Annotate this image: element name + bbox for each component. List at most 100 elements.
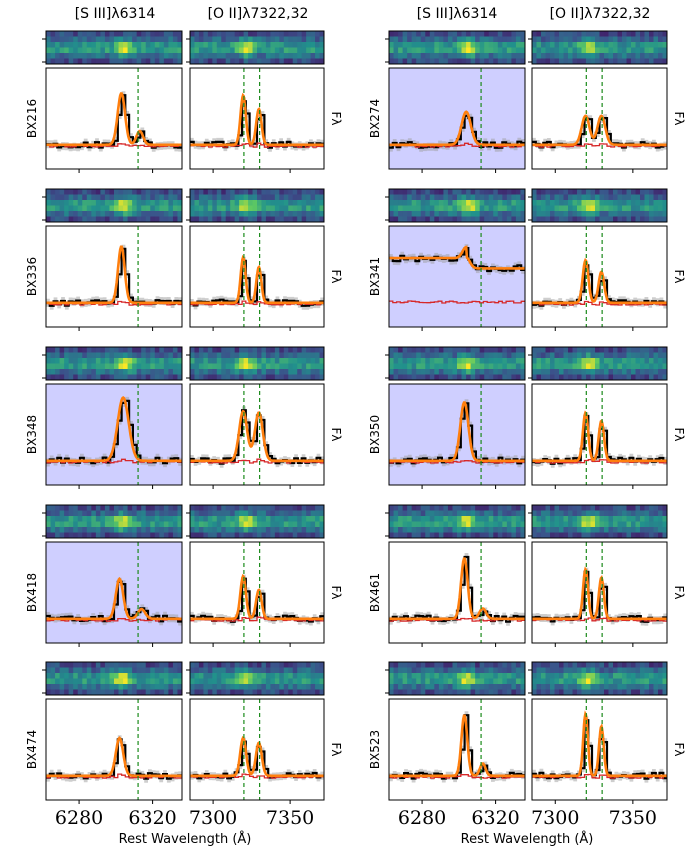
- oii-2d-image-BX348-pixel: [292, 374, 298, 381]
- oii-2d-image-BX336-pixel: [297, 205, 303, 212]
- siii-2d-image-BX418-pixel: [136, 527, 142, 533]
- oii-2d-image-BX336-pixel: [194, 194, 200, 201]
- oii-2d-image-BX216-pixel: [292, 53, 298, 59]
- oii-2d-image-BX461-pixel: [568, 505, 573, 511]
- siii-2d-image-BX350-pixel: [389, 374, 395, 381]
- siii-2d-image-BX461-pixel: [438, 532, 444, 539]
- oii-2d-image-BX274-pixel: [550, 53, 555, 59]
- oii-2d-image-BX523-pixel: [662, 662, 668, 668]
- siii-2d-image-BX461-pixel: [438, 521, 444, 528]
- siii-2d-image-BX336-pixel: [168, 189, 174, 195]
- oii-2d-image-BX350-pixel: [595, 374, 600, 381]
- oii-2d-image-BX336-pixel: [252, 216, 258, 223]
- siii-2d-image-BX336-pixel: [118, 211, 124, 217]
- oii-2d-image-BX216-pixel: [252, 31, 258, 37]
- oii-2d-image-BX348-pixel: [279, 363, 285, 370]
- siii-2d-image-BX216-pixel: [132, 42, 138, 48]
- siii-2d-image-BX216-pixel: [123, 47, 129, 54]
- siii-2d-image-BX461-pixel: [479, 527, 485, 533]
- siii-2d-image-BX341-pixel: [452, 211, 458, 217]
- siii-2d-image-BX336-pixel: [86, 211, 92, 217]
- siii-2d-image-BX336-pixel: [82, 189, 88, 195]
- oii-2d-image-BX341-pixel: [559, 189, 564, 195]
- siii-2d-image-BX348-pixel: [50, 352, 56, 359]
- siii-2d-image-BX418-pixel: [68, 505, 74, 511]
- siii-2d-image-BX274-pixel: [411, 31, 417, 37]
- siii-2d-image-BX461-pixel: [420, 521, 426, 528]
- siii-2d-image-BX474-pixel: [159, 662, 165, 668]
- siii-2d-image-BX216-pixel: [91, 36, 97, 43]
- siii-2d-image-BX274-pixel: [452, 36, 458, 43]
- oii-2d-image-BX336-pixel: [252, 189, 258, 195]
- siii-2d-image-BX523-pixel: [493, 678, 499, 685]
- siii-2d-image-BX461-pixel: [416, 532, 422, 539]
- oii-2d-image-BX418-pixel: [306, 510, 312, 517]
- oii-2d-image-BX474-pixel: [257, 684, 262, 690]
- oii-2d-image-BX348-pixel: [288, 374, 294, 381]
- siii-2d-image-BX274-pixel: [466, 36, 472, 43]
- siii-2d-image-BX274-pixel: [470, 31, 476, 37]
- siii-2d-image-BX350-pixel: [411, 363, 417, 370]
- siii-2d-image-BX523-pixel: [402, 678, 408, 685]
- siii-2d-image-BX216-pixel: [118, 58, 124, 65]
- siii-2d-image-BX523-pixel: [420, 684, 426, 690]
- oii-2d-image-BX341-pixel: [541, 189, 546, 195]
- oii-2d-image-BX350-pixel: [536, 347, 542, 353]
- siii-2d-image-BX216-pixel: [46, 47, 52, 54]
- siii-2d-image-BX461-pixel: [461, 521, 467, 528]
- oii-2d-image-BX216-pixel: [252, 58, 258, 65]
- oii-2d-image-BX341-pixel: [568, 189, 573, 195]
- oii-2d-image-BX474-pixel: [306, 678, 312, 685]
- siii-2d-image-BX341-pixel: [484, 216, 490, 223]
- oii-2d-image-BX274-pixel: [559, 47, 564, 54]
- oii-2d-image-BX348-pixel: [270, 358, 276, 364]
- siii-2d-image-BX523-pixel: [488, 662, 494, 668]
- oii-2d-image-BX474-pixel: [270, 662, 276, 668]
- oii-2d-image-BX461-pixel: [536, 532, 542, 539]
- oii-2d-image-BX350-pixel: [572, 369, 578, 375]
- oii-2d-image-BX348-pixel: [203, 363, 209, 370]
- siii-2d-image-BX216-pixel: [86, 47, 92, 54]
- oii-2d-image-BX461-pixel: [640, 521, 645, 528]
- siii-2d-image-BX341-pixel: [425, 194, 431, 201]
- siii-2d-image-BX216-pixel: [145, 42, 151, 48]
- oii-2d-image-BX274-pixel: [649, 58, 654, 65]
- siii-2d-image-BX348-pixel: [168, 358, 174, 364]
- siii-2d-image-BX336-pixel: [50, 205, 56, 212]
- oii-2d-image-BX474-pixel: [194, 667, 200, 674]
- siii-2d-image-BX474-pixel: [50, 673, 56, 679]
- oii-2d-image-BX336-pixel: [301, 200, 307, 206]
- oii-2d-image-BX274-pixel: [590, 36, 596, 43]
- siii-2d-image-BX418-pixel: [154, 510, 160, 517]
- oii-2d-image-BX418-pixel: [319, 505, 325, 511]
- column-header-siii-right: [S III]λ6314: [416, 6, 498, 22]
- oii-2d-image-BX461-pixel: [631, 532, 636, 539]
- oii-2d-image-BX348-pixel: [252, 369, 258, 375]
- oii-2d-image-BX523-pixel: [568, 673, 573, 679]
- siii-2d-image-BX461-pixel: [475, 527, 481, 533]
- oii-2d-image-BX418-pixel: [270, 527, 276, 533]
- siii-spectrum-BX274-frame: [388, 67, 526, 170]
- siii-2d-image-BX474-pixel: [141, 689, 147, 696]
- siii-2d-image-BX336-pixel: [177, 216, 183, 223]
- object-name-label: BX341: [368, 257, 382, 296]
- oii-2d-image-BX348-pixel: [243, 363, 249, 370]
- siii-2d-image-BX461-pixel: [488, 527, 494, 533]
- oii-2d-image-BX274-pixel: [604, 53, 609, 59]
- oii-2d-image-BX418-pixel: [207, 527, 213, 533]
- siii-2d-image-BX336-pixel: [50, 216, 56, 223]
- oii-2d-image-BX523-pixel: [608, 662, 614, 668]
- oii-2d-image-BX461-pixel: [649, 532, 654, 539]
- siii-2d-image-BX216-pixel: [168, 31, 174, 37]
- oii-2d-image-BX523-pixel: [662, 678, 668, 685]
- siii-2d-image-BX523-pixel: [493, 673, 499, 679]
- oii-2d-image-BX274-pixel: [586, 58, 591, 65]
- oii-2d-image-BX274-pixel: [559, 42, 564, 48]
- oii-2d-image-BX336-pixel: [230, 205, 236, 212]
- oii-2d-image-BX461-pixel: [581, 505, 587, 511]
- oii-2d-image-BX341-pixel: [608, 205, 614, 212]
- oii-2d-image-BX336-pixel: [243, 194, 249, 201]
- siii-2d-image-BX461-pixel: [475, 521, 481, 528]
- siii-2d-image-BX341-pixel: [497, 205, 503, 212]
- oii-2d-image-BX348-pixel: [310, 369, 316, 375]
